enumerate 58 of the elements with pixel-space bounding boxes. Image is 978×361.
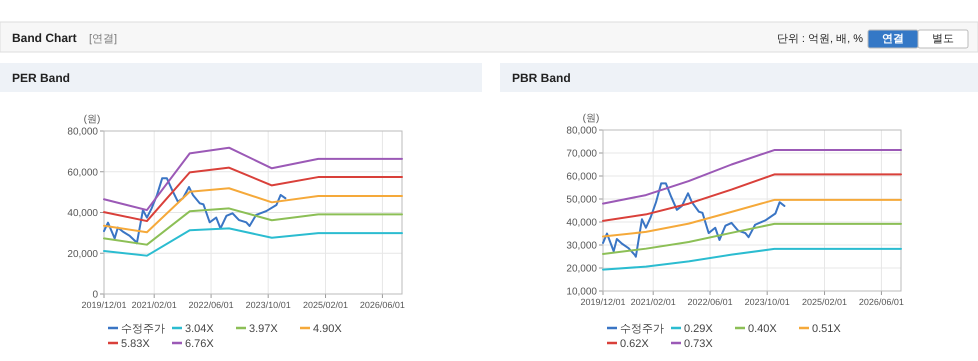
y-tick-label: 70,000 (566, 148, 598, 160)
x-tick-label: 2022/06/01 (188, 300, 234, 310)
line-series (103, 207, 403, 246)
legend-label: 수정주가 (121, 323, 165, 335)
y-tick-label: 80,000 (566, 126, 598, 136)
line-series (602, 248, 902, 271)
line-series (602, 173, 902, 222)
line-series (602, 198, 902, 238)
y-tick-label: 20,000 (566, 264, 598, 274)
y-axis-title: (원) (582, 113, 600, 124)
legend-label: 수정주가 (620, 323, 664, 335)
x-tick-label: 2026/06/01 (858, 297, 904, 307)
legend-label: 0.29X (684, 323, 714, 335)
legend-label: 0.40X (748, 323, 778, 335)
y-tick-label: 60,000 (566, 172, 598, 182)
legend-label: 6.76X (185, 338, 214, 350)
y-tick-label: 40,000 (566, 218, 598, 228)
line-series (103, 177, 286, 244)
line-series (602, 182, 786, 258)
chart-title: PER Band (12, 71, 70, 85)
line-series (103, 166, 403, 222)
line-series (103, 187, 403, 234)
legend-label: 3.97X (249, 323, 278, 335)
legend-label: 5.83X (121, 338, 150, 350)
text: 단위 : 억원, 배, % (776, 33, 864, 45)
y-tick-label: 0 (92, 290, 98, 300)
y-axis-title: (원) (84, 114, 100, 125)
legend-label: 0.73X (684, 338, 714, 350)
x-tick-label: 2019/12/01 (580, 297, 626, 307)
x-tick-label: 2019/12/01 (81, 300, 127, 310)
y-tick-label: 80,000 (67, 126, 98, 138)
y-tick-label: 10,000 (566, 286, 598, 298)
x-tick-label: 2025/02/01 (303, 300, 348, 310)
x-tick-label: 2022/06/01 (688, 297, 733, 307)
legend-label: 0.62X (620, 338, 650, 350)
legend-label: 0.51X (812, 323, 842, 335)
line-series (103, 227, 403, 257)
legend-label: 3.04X (185, 323, 214, 335)
x-tick-label: 2021/02/01 (630, 297, 676, 307)
y-tick-label: 20,000 (67, 248, 98, 260)
y-tick-label: 60,000 (67, 167, 98, 178)
line-series (602, 222, 902, 255)
x-tick-label: 2023/10/01 (246, 300, 291, 310)
x-tick-label: 2025/02/01 (802, 297, 848, 307)
y-tick-label: 30,000 (566, 240, 598, 252)
chart-title: PBR Band (512, 71, 571, 85)
legend-label: 4.90X (313, 323, 342, 335)
x-tick-label: 2021/02/01 (132, 300, 177, 310)
text: [연결] (89, 33, 118, 45)
x-tick-label: 2026/06/01 (360, 300, 405, 310)
line-series (103, 146, 403, 212)
text: 연결 (882, 33, 904, 45)
y-tick-label: 40,000 (67, 208, 98, 219)
x-tick-label: 2023/10/01 (744, 297, 790, 307)
y-tick-label: 50,000 (566, 194, 598, 206)
line-series (602, 149, 902, 205)
text: 별도 (932, 33, 954, 45)
text: Band Chart (12, 31, 77, 45)
